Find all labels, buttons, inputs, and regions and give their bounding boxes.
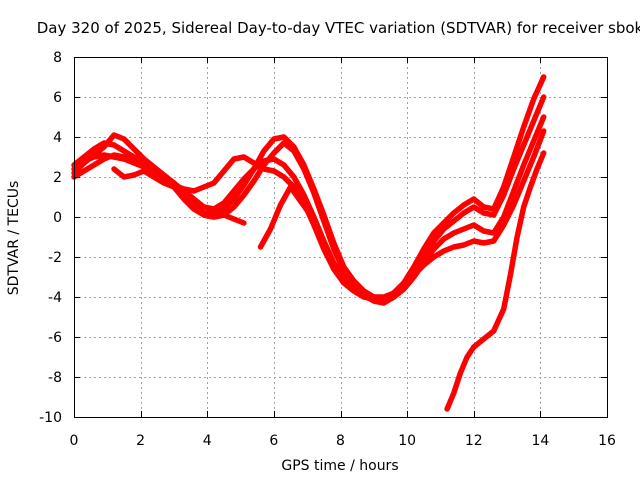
x-axis-label: GPS time / hours — [281, 458, 398, 474]
series-line-trace-6 — [257, 184, 314, 250]
y-tick-label: -4 — [48, 290, 62, 306]
y-tick-label: -8 — [48, 370, 62, 386]
axis-ticks — [74, 57, 608, 418]
x-tick-label: 6 — [269, 433, 278, 449]
y-tick-label: -2 — [48, 250, 62, 266]
x-tick-label: 12 — [465, 433, 483, 449]
y-tick-label: 2 — [53, 170, 62, 186]
series-line-trace-5 — [111, 166, 247, 226]
x-tick-label: 10 — [398, 433, 416, 449]
x-tick-label: 2 — [136, 433, 145, 449]
y-tick-label: 4 — [53, 130, 62, 146]
chart-title: Day 320 of 2025, Sidereal Day-to-day VTE… — [37, 19, 640, 37]
x-tick-label: 14 — [531, 433, 549, 449]
y-tick-label: -6 — [48, 330, 62, 346]
series-line-trace-4 — [71, 128, 547, 300]
y-tick-label: 0 — [53, 210, 62, 226]
y-axis-label: SDTVAR / TECUs — [6, 181, 22, 296]
x-tick-label: 0 — [70, 433, 79, 449]
x-tick-labels: 0 2 4 6 8 10 12 14 16 — [70, 433, 616, 449]
y-tick-label: -10 — [39, 410, 62, 426]
x-tick-label: 8 — [336, 433, 345, 449]
series-line-trace-2 — [71, 94, 547, 306]
y-tick-labels: -10 -8 -6 -4 -2 0 2 4 6 8 — [39, 50, 62, 426]
y-tick-label: 6 — [53, 90, 62, 106]
y-tick-label: 8 — [53, 50, 62, 66]
series-line-trace-7 — [444, 150, 547, 412]
x-tick-label: 4 — [203, 433, 212, 449]
series-group — [71, 74, 547, 412]
x-tick-label: 16 — [598, 433, 616, 449]
